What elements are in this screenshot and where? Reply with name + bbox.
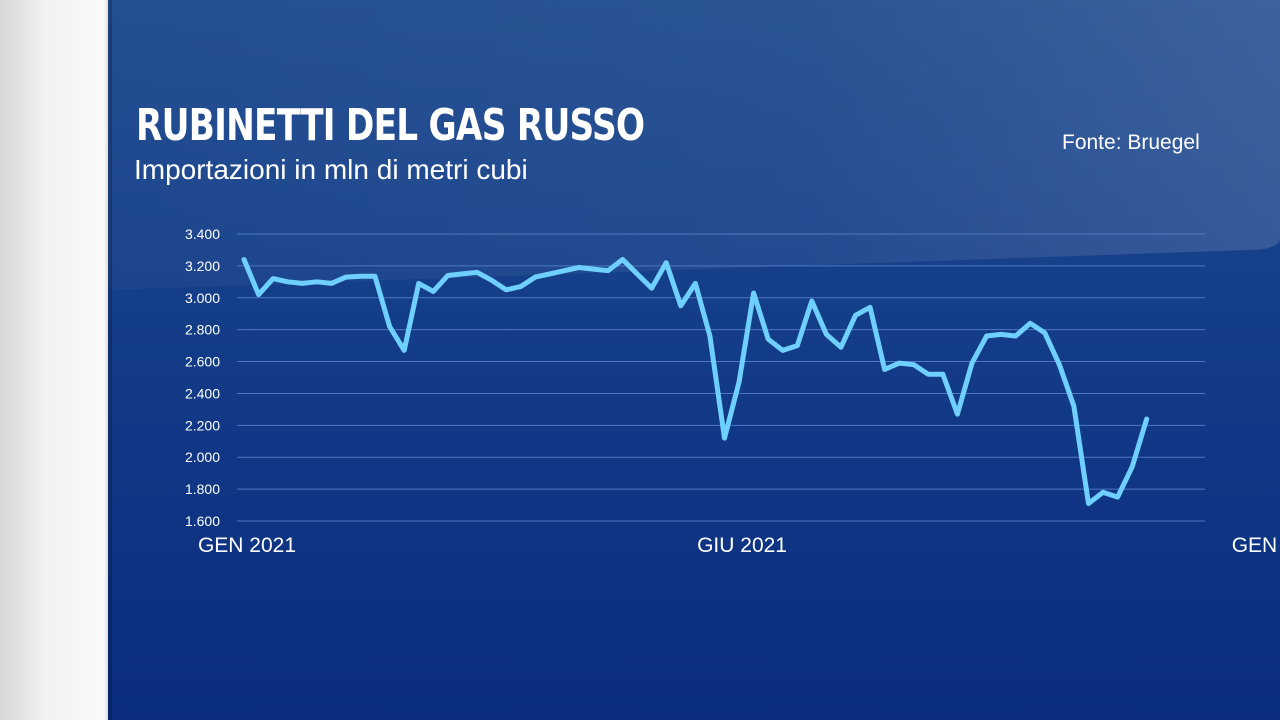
y-tick-label: 1.600 (185, 513, 220, 529)
x-tick-label: GEN 2021 (198, 534, 296, 557)
left-strip-shadow (104, 0, 112, 720)
chart-panel (108, 0, 1280, 720)
y-tick-label: 3.000 (185, 290, 220, 306)
grid-lines (237, 233, 1205, 522)
chart-subtitle: Importazioni in mln di metri cubi (134, 154, 528, 185)
y-tick-label: 2.000 (185, 449, 220, 465)
source-label: Fonte: Bruegel (1062, 131, 1200, 154)
y-tick-label: 2.800 (185, 322, 220, 338)
y-tick-label: 3.200 (185, 258, 220, 274)
y-tick-label: 2.400 (185, 385, 220, 401)
chart-title: RUBINETTI DEL GAS RUSSO (136, 100, 645, 151)
y-tick-label: 2.600 (185, 354, 220, 370)
left-margin-strip (0, 0, 108, 720)
x-axis-tick-labels: GEN 2021 GIU 2021 GEN 2022 (198, 534, 1280, 557)
y-axis-tick-labels: 1.600 1.800 2.000 2.200 2.400 2.600 2.800 3.000… (185, 226, 220, 529)
series-line (241, 257, 1150, 506)
y-tick-label: 2.200 (185, 417, 220, 433)
x-tick-label: GEN 2022 (1232, 534, 1280, 557)
y-tick-label: 3.400 (185, 226, 220, 242)
series-line-2021 (241, 257, 1150, 506)
x-tick-label: GIU 2021 (697, 534, 787, 557)
y-tick-label: 1.800 (185, 481, 220, 497)
panel-sheen (108, 0, 1280, 290)
